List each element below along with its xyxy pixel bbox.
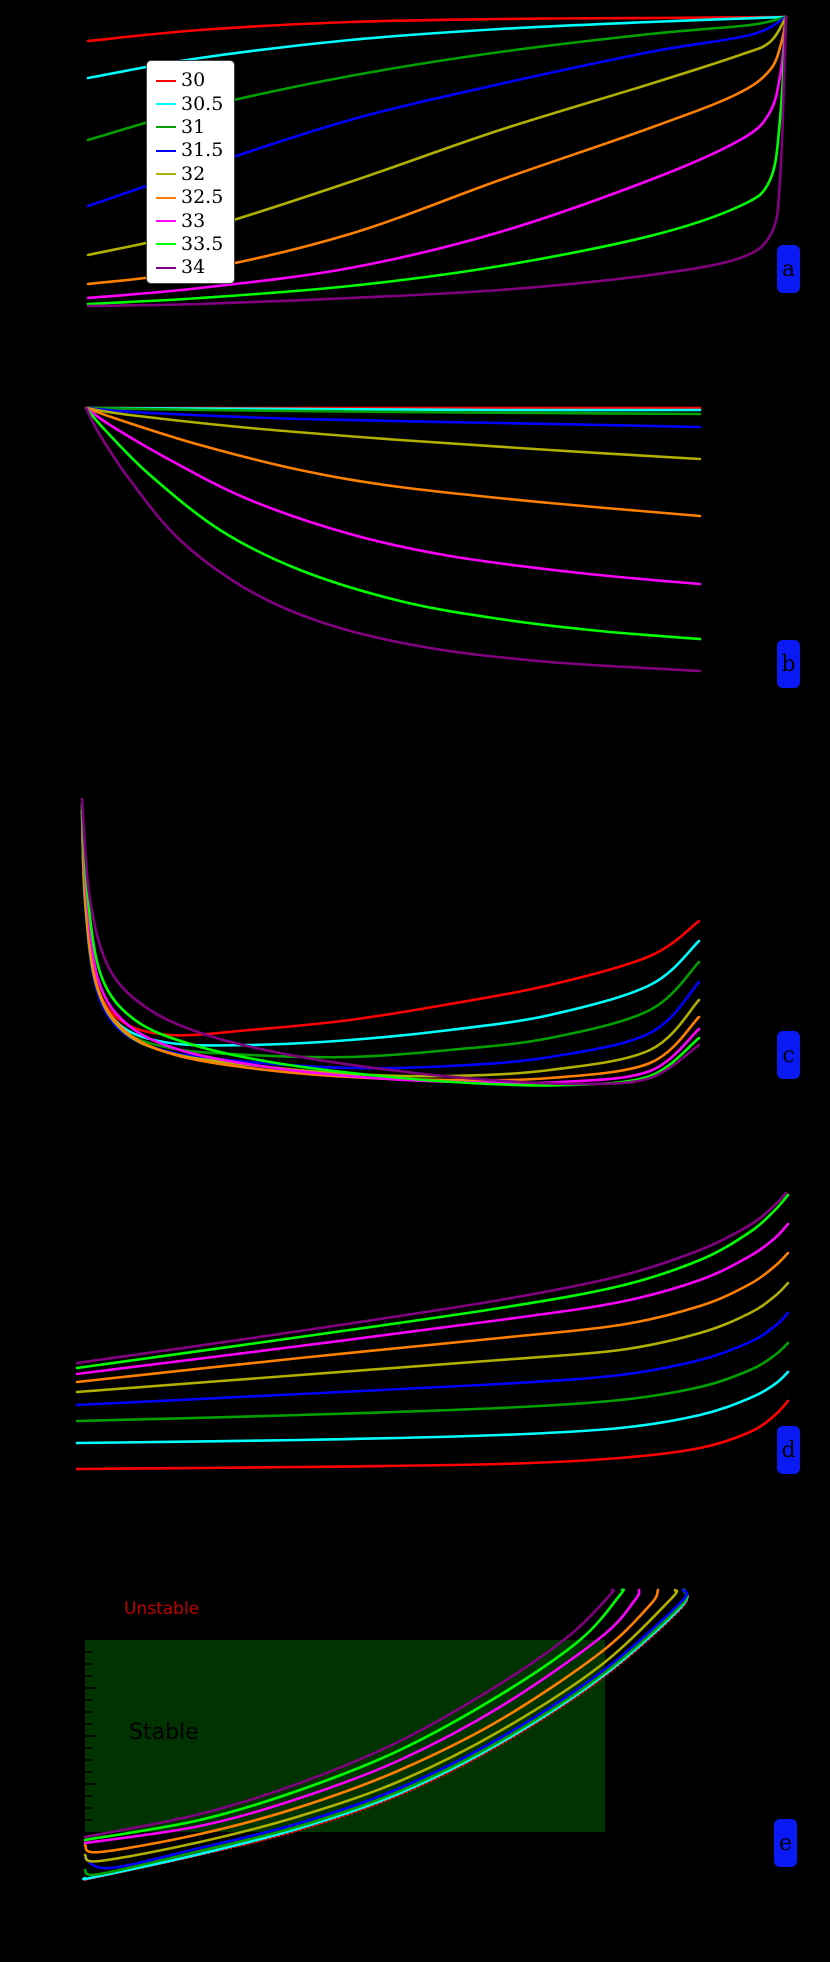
legend-label: 33 xyxy=(181,209,206,232)
legend-swatch xyxy=(156,79,176,82)
legend-label: 30 xyxy=(181,69,206,92)
legend-item: 30.5 xyxy=(156,92,234,115)
series-line-33 xyxy=(75,1222,790,1376)
legend-label: 31 xyxy=(181,115,206,138)
panel-label-b: b xyxy=(777,640,800,688)
series-line-30.5 xyxy=(75,1370,790,1445)
legend-swatch xyxy=(156,173,176,176)
series-line-31.5 xyxy=(75,1311,790,1407)
legend-item: 31.5 xyxy=(156,139,234,162)
legend-swatch xyxy=(156,149,176,152)
plot-curves xyxy=(75,15,790,1881)
series-line-32 xyxy=(75,1281,790,1394)
series-line-33 xyxy=(83,1588,641,1845)
series-line-31 xyxy=(84,406,702,416)
series-line-34 xyxy=(80,797,701,1086)
legend-item: 33.5 xyxy=(156,233,234,256)
series-line-32.5 xyxy=(80,808,701,1082)
series-line-33.5 xyxy=(84,406,702,641)
legend-label: 30.5 xyxy=(181,92,224,115)
legend-swatch xyxy=(156,243,176,246)
series-line-30 xyxy=(75,1399,790,1471)
legend-swatch xyxy=(156,266,176,269)
unstable-label: Unstable xyxy=(124,1599,200,1619)
series-line-34 xyxy=(86,15,788,308)
series-line-30.5 xyxy=(86,15,788,80)
panel-label-e: e xyxy=(774,1819,797,1867)
legend-swatch xyxy=(156,196,176,199)
legend-label: 31.5 xyxy=(181,139,224,162)
legend-swatch xyxy=(156,126,176,129)
series-line-32.5 xyxy=(84,406,702,518)
series-line-30 xyxy=(84,1589,689,1881)
panel-label-a: a xyxy=(777,245,800,293)
series-line-33 xyxy=(86,15,788,300)
legend-item: 33 xyxy=(156,209,234,232)
series-line-31.5 xyxy=(84,406,702,429)
series-line-33.5 xyxy=(83,1588,625,1842)
series-line-31 xyxy=(83,1588,689,1877)
series-line-33.5 xyxy=(75,1193,790,1370)
panel-b xyxy=(84,406,702,673)
series-line-32.5 xyxy=(75,1251,790,1384)
legend: 30 30.5 31 31.5 32 32.5 33 33.5 34 xyxy=(146,60,235,284)
legend-label: 34 xyxy=(181,256,206,279)
series-line-33 xyxy=(84,406,702,586)
legend-label: 32.5 xyxy=(181,186,224,209)
series-line-31.5 xyxy=(83,1588,689,1870)
series-line-32 xyxy=(84,406,702,461)
panel-c xyxy=(80,797,701,1087)
stable-label: Stable xyxy=(129,1720,199,1745)
panel-label-c: c xyxy=(777,1031,800,1079)
legend-label: 33.5 xyxy=(181,232,224,255)
panel-d xyxy=(75,1191,790,1471)
series-line-32.5 xyxy=(83,1588,660,1854)
series-line-30.5 xyxy=(82,1588,689,1881)
series-line-31 xyxy=(75,1341,790,1423)
panel-e xyxy=(82,1588,689,1881)
legend-item: 31 xyxy=(156,116,234,139)
series-line-33 xyxy=(80,803,701,1085)
legend-label: 32 xyxy=(181,162,206,185)
series-line-33.5 xyxy=(86,15,788,306)
legend-item: 30 xyxy=(156,69,234,92)
series-line-34 xyxy=(84,406,702,673)
series-line-34 xyxy=(83,1588,615,1839)
panel-label-d: d xyxy=(777,1426,800,1474)
series-line-32 xyxy=(83,1588,679,1863)
legend-item: 32.5 xyxy=(156,186,234,209)
legend-item: 34 xyxy=(156,256,234,279)
legend-item: 32 xyxy=(156,163,234,186)
legend-swatch xyxy=(156,220,176,223)
series-line-34 xyxy=(75,1191,788,1365)
series-line-30 xyxy=(86,15,788,43)
legend-swatch xyxy=(156,103,176,106)
